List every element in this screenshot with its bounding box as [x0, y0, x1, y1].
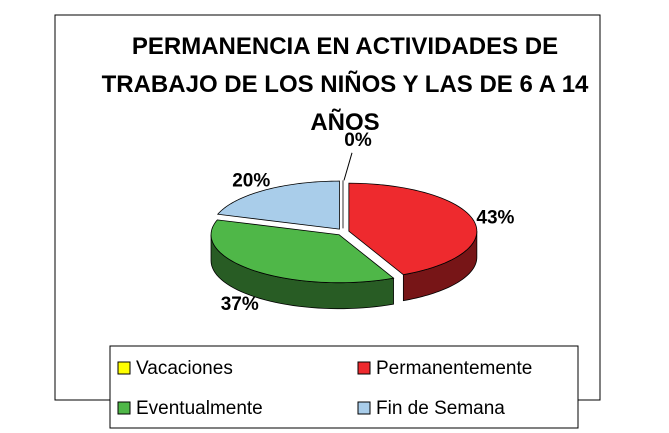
- legend-label: Permanentemente: [376, 358, 532, 379]
- data-label: 0%: [344, 130, 372, 151]
- leader-line: [343, 152, 353, 181]
- legend-swatch: [357, 361, 371, 375]
- slice: [216, 180, 340, 230]
- legend-swatch: [117, 401, 131, 415]
- legend-label: Fin de Semana: [376, 398, 505, 419]
- legend-label: Vacaciones: [136, 358, 233, 379]
- legend-label: Eventualmente: [136, 398, 263, 419]
- legend-swatch: [357, 401, 371, 415]
- slice: [348, 182, 478, 276]
- chart-title: PERMANENCIA EN ACTIVIDADES DE TRABAJO DE…: [101, 33, 589, 136]
- legend-box: [109, 345, 579, 429]
- data-label: 43%: [476, 207, 514, 228]
- slice: [210, 219, 395, 284]
- data-label: 37%: [221, 294, 259, 315]
- data-label: 20%: [232, 171, 270, 192]
- legend-swatch: [117, 361, 131, 375]
